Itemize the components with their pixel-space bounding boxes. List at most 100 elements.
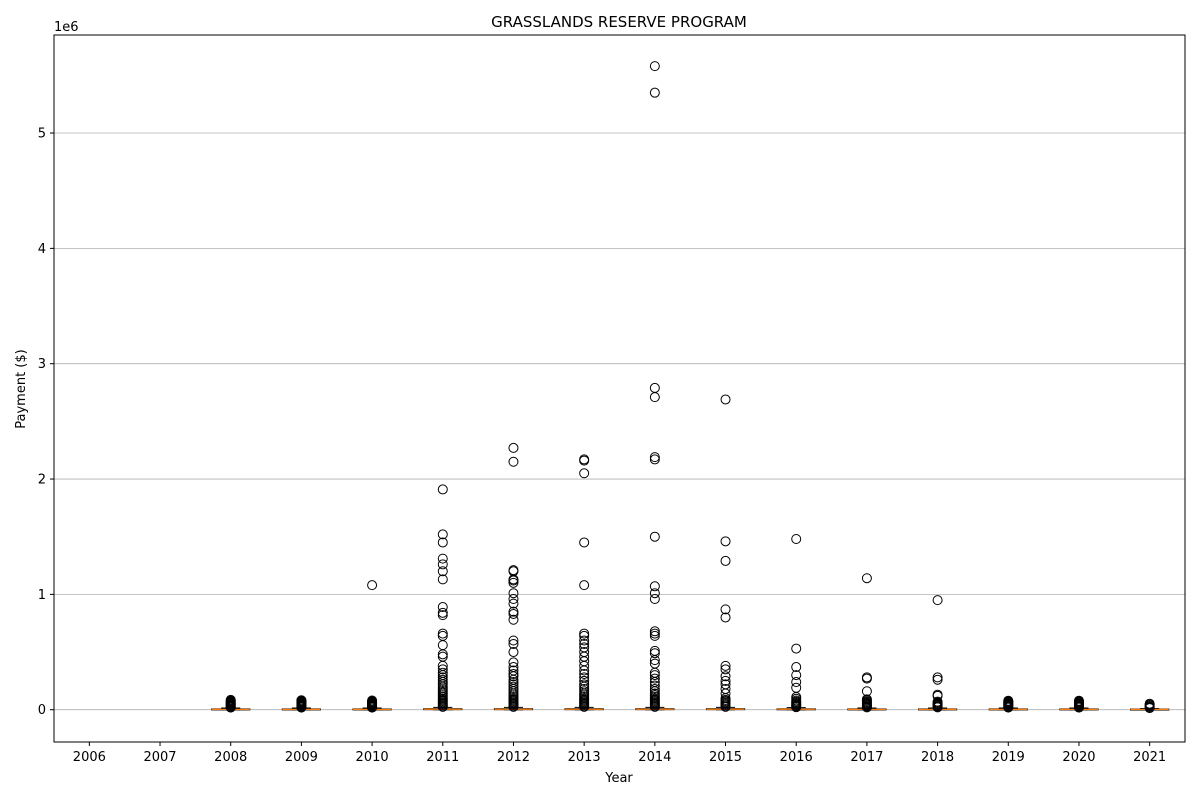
- outlier-point: [720, 679, 731, 690]
- outlier-point: [649, 688, 660, 699]
- outlier-point: [508, 577, 519, 588]
- outlier-point: [649, 673, 660, 684]
- outlier-point: [720, 536, 731, 547]
- outlier-point: [437, 607, 448, 618]
- outlier-point: [932, 595, 943, 606]
- outlier-point: [437, 537, 448, 548]
- outlier-point: [649, 628, 660, 639]
- x-tick-label: 2021: [1133, 750, 1166, 765]
- outlier-point: [437, 610, 448, 621]
- y-tick-label: 2: [38, 473, 46, 488]
- outlier-point: [508, 588, 519, 599]
- chart-title: GRASSLANDS RESERVE PROGRAM: [491, 13, 747, 31]
- outlier-point: [437, 674, 448, 685]
- outlier-point: [508, 456, 519, 467]
- outlier-point: [296, 695, 307, 706]
- outlier-point: [649, 645, 660, 656]
- outlier-point: [508, 614, 519, 625]
- outlier-point: [579, 668, 590, 679]
- outlier-point: [437, 602, 448, 613]
- outlier-point: [649, 593, 660, 604]
- x-tick-label: 2016: [780, 750, 813, 765]
- outlier-point: [649, 87, 660, 98]
- outlier-point: [437, 672, 448, 683]
- outlier-point: [720, 683, 731, 694]
- outlier-point: [720, 612, 731, 623]
- outliers: [225, 61, 1155, 714]
- outlier-point: [367, 580, 378, 591]
- plot-frame: [53, 34, 1186, 743]
- x-tick-label: 2009: [285, 750, 318, 765]
- y-tick-label: 3: [38, 357, 46, 372]
- x-tick-label: 2010: [356, 750, 389, 765]
- outlier-point: [508, 647, 519, 658]
- outlier-point: [508, 442, 519, 453]
- outlier-point: [437, 566, 448, 577]
- outlier-point: [649, 588, 660, 599]
- outlier-point: [1073, 695, 1084, 706]
- outlier-point: [579, 454, 590, 465]
- x-tick-label: 2007: [143, 750, 176, 765]
- x-tick-label: 2014: [638, 750, 671, 765]
- outlier-point: [579, 679, 590, 690]
- outlier-point: [861, 686, 872, 697]
- outlier-point: [720, 660, 731, 671]
- y-tick-label: 4: [38, 242, 46, 257]
- outlier-point: [579, 638, 590, 649]
- outlier-point: [508, 657, 519, 668]
- outlier-point: [649, 382, 660, 393]
- outlier-point: [649, 648, 660, 659]
- outlier-point: [649, 531, 660, 542]
- x-tick-label: 2008: [214, 750, 247, 765]
- outlier-point: [649, 680, 660, 691]
- outlier-point: [437, 628, 448, 639]
- outlier-point: [791, 643, 802, 654]
- outlier-point: [720, 671, 731, 682]
- outlier-point: [437, 553, 448, 564]
- outlier-point: [861, 694, 872, 705]
- outlier-point: [861, 672, 872, 683]
- outlier-point: [720, 604, 731, 615]
- outlier-point: [649, 670, 660, 681]
- outlier-point: [720, 394, 731, 405]
- outlier-point: [508, 606, 519, 617]
- x-tick-label: 2011: [426, 750, 459, 765]
- outlier-point: [437, 664, 448, 675]
- outlier-point: [720, 675, 731, 686]
- outlier-point: [508, 608, 519, 619]
- outlier-point: [932, 672, 943, 683]
- outlier-point: [932, 696, 943, 707]
- outlier-point: [508, 668, 519, 679]
- outlier-point: [579, 537, 590, 548]
- outlier-point: [932, 689, 943, 700]
- outlier-point: [579, 635, 590, 646]
- outlier-point: [508, 638, 519, 649]
- outlier-point: [720, 664, 731, 675]
- y-axis-title: Payment ($): [14, 349, 29, 428]
- outlier-point: [579, 628, 590, 639]
- outlier-point: [932, 674, 943, 685]
- y-tick-label: 5: [38, 127, 46, 142]
- outlier-point: [579, 675, 590, 686]
- x-tick-label: 2013: [568, 750, 601, 765]
- outlier-point: [508, 593, 519, 604]
- outlier-point: [508, 681, 519, 692]
- outlier-point: [437, 484, 448, 495]
- outlier-point: [579, 468, 590, 479]
- outlier-point: [1144, 698, 1155, 709]
- outlier-point: [508, 598, 519, 609]
- outlier-point: [437, 559, 448, 570]
- outlier-point: [791, 662, 802, 673]
- outlier-point: [649, 658, 660, 669]
- outlier-point: [579, 630, 590, 641]
- x-axis-ticks: 2006 2007 2008 2009 2010 2011 2012 2013 2014 2015…: [73, 742, 1166, 765]
- outlier-point: [791, 682, 802, 693]
- x-axis-title: Year: [604, 771, 633, 786]
- outlier-point: [791, 677, 802, 688]
- y-tick-label: 1: [38, 588, 46, 603]
- outlier-point: [579, 580, 590, 591]
- outlier-point: [508, 565, 519, 576]
- outlier-point: [579, 672, 590, 683]
